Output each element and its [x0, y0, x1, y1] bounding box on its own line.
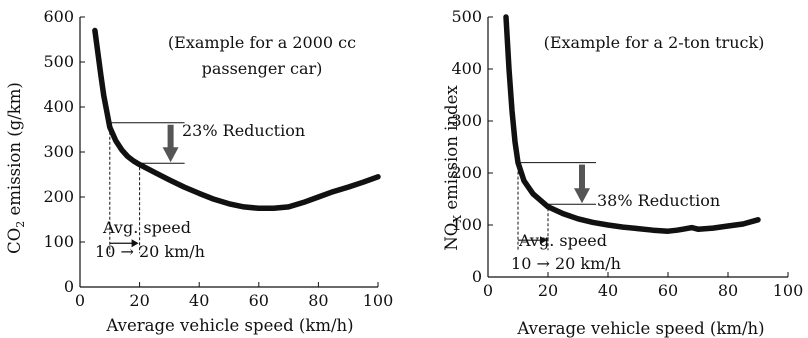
co2-chart: CO2 emission (g/km) Average vehicle spee… [5, 7, 393, 335]
nox-y-tick-label: 0 [472, 267, 482, 286]
co2-y-tick-label: 400 [43, 97, 74, 116]
nox-x-tick-label: 60 [658, 281, 678, 300]
co2-note-line2: passenger car) [202, 59, 323, 78]
co2-emission-curve [92, 27, 381, 212]
svg-text:NOX emission index: NOX emission index [442, 85, 464, 251]
nox-ylabel-sub: X [451, 215, 464, 223]
co2-speed-label-line1: Avg. speed [102, 218, 191, 237]
co2-x-tick-label: 20 [129, 291, 149, 310]
co2-reduction-arrow-head [162, 147, 179, 163]
co2-x-tick-label: 100 [363, 291, 394, 310]
nox-y-axis-title: NOX emission index [442, 85, 464, 251]
nox-speed-label-line2: 10 → 20 km/h [511, 254, 621, 273]
co2-ylabel-rest: emission (g/km) [5, 82, 24, 221]
nox-x-tick-label: 20 [538, 281, 558, 300]
co2-ylabel-main: CO [5, 228, 24, 254]
co2-y-tick-label: 600 [43, 7, 74, 26]
co2-y-tick-label: 100 [43, 232, 74, 251]
co2-x-tick-label: 80 [308, 291, 328, 310]
nox-reduction-arrow-shaft [579, 164, 585, 191]
co2-x-axis-title: Average vehicle speed (km/h) [105, 316, 353, 335]
nox-reduction-arrow-head [574, 188, 590, 204]
nox-reduction-label: 38% Reduction [597, 191, 720, 210]
nox-x-tick-label: 40 [598, 281, 618, 300]
nox-y-tick-label: 200 [451, 163, 482, 182]
co2-y-axis-title: CO2 emission (g/km) [5, 82, 27, 254]
nox-x-tick-label: 80 [718, 281, 738, 300]
nox-x-tick-label: 0 [483, 281, 493, 300]
co2-x-tick-label: 60 [249, 291, 269, 310]
co2-y-tick-label: 0 [64, 277, 74, 296]
co2-reduction-arrow-shaft [167, 124, 174, 150]
nox-x-tick-label: 100 [773, 281, 804, 300]
nox-speed-arrow-head [540, 236, 547, 245]
co2-note-line1: (Example for a 2000 cc [168, 33, 356, 52]
co2-y-tick-label: 500 [43, 52, 74, 71]
co2-speed-arrow-head [131, 239, 139, 248]
nox-emission-curve [503, 14, 761, 234]
co2-ylabel-sub: 2 [14, 221, 27, 228]
nox-ylabel-rest: emission index [442, 85, 461, 215]
nox-ylabel-main: NO [442, 223, 461, 251]
co2-y-tick-label: 300 [43, 142, 74, 161]
co2-speed-label-line2: 10 → 20 km/h [95, 242, 205, 261]
nox-note-line1: (Example for a 2-ton truck) [544, 33, 765, 52]
co2-y-tick-label: 200 [43, 187, 74, 206]
nox-x-axis-title: Average vehicle speed (km/h) [516, 319, 764, 338]
co2-reduction-label: 23% Reduction [182, 121, 305, 140]
nox-y-tick-label: 500 [451, 7, 482, 26]
nox-y-tick-label: 400 [451, 59, 482, 78]
nox-y-tick-label: 300 [451, 111, 482, 130]
svg-text:CO2 emission (g/km): CO2 emission (g/km) [5, 82, 27, 254]
nox-chart: NOX emission index Average vehicle speed… [442, 7, 803, 338]
co2-x-tick-label: 0 [75, 291, 85, 310]
nox-y-tick-label: 100 [451, 215, 482, 234]
co2-x-tick-label: 40 [189, 291, 209, 310]
nox-speed-label-line1: Avg. speed [518, 231, 607, 250]
